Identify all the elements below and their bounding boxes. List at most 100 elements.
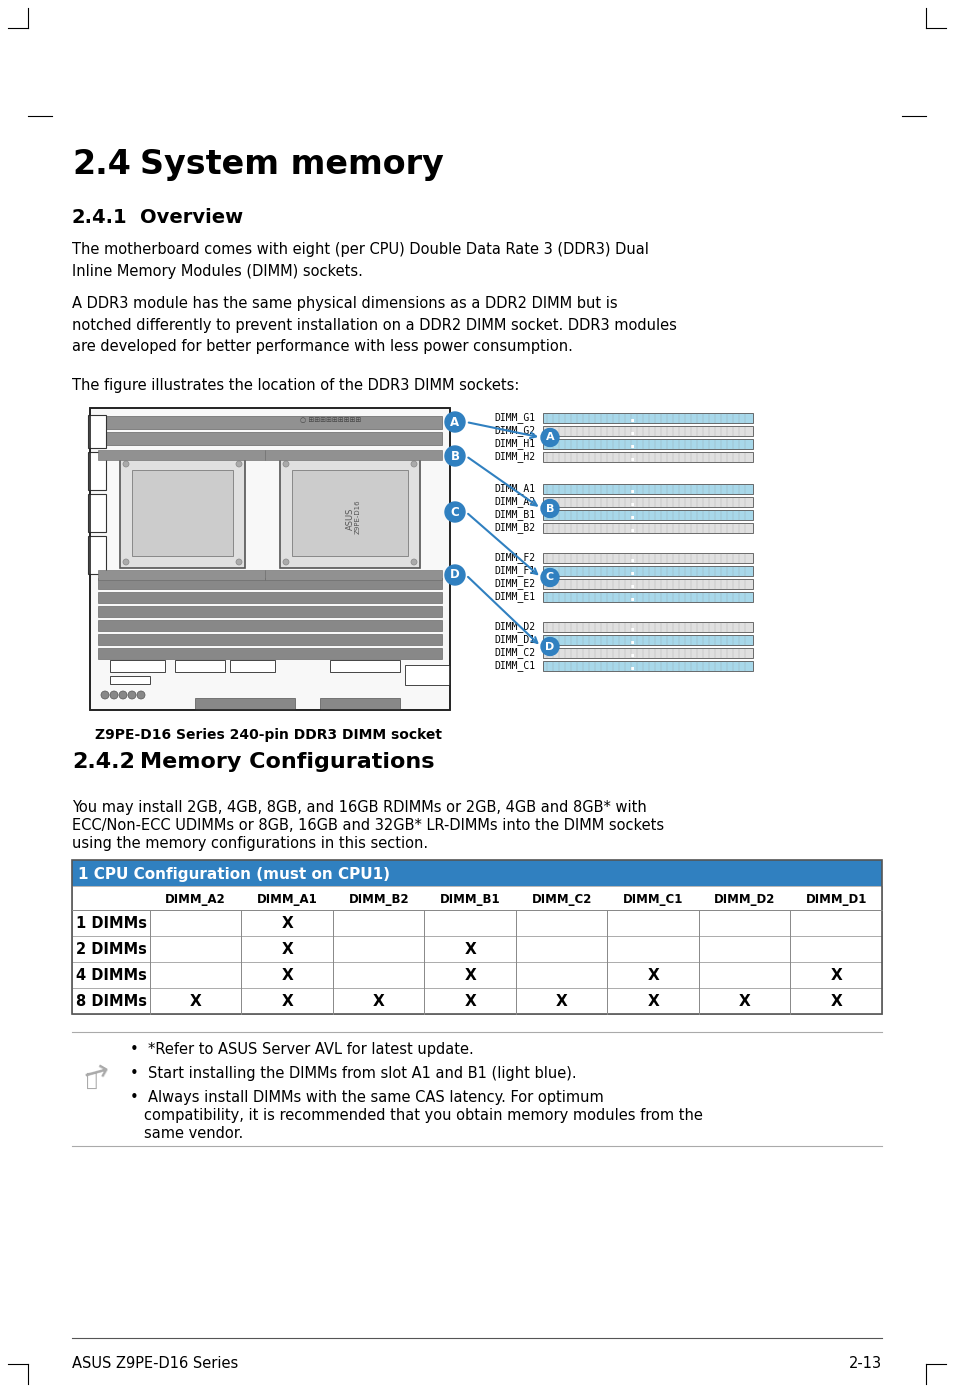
Text: DIMM_E1: DIMM_E1: [495, 592, 536, 603]
Circle shape: [119, 690, 127, 699]
Bar: [631, 585, 634, 587]
Text: DIMM_F2: DIMM_F2: [495, 553, 536, 564]
Text: X: X: [373, 994, 384, 1009]
Text: DIMM_E2: DIMM_E2: [495, 579, 536, 589]
Bar: [230, 660, 274, 672]
Text: 2.4.2: 2.4.2: [71, 752, 134, 773]
Bar: [631, 572, 634, 575]
Text: X: X: [281, 916, 293, 931]
Circle shape: [444, 503, 464, 522]
Bar: [319, 697, 399, 710]
Circle shape: [283, 560, 289, 565]
Text: X: X: [464, 969, 476, 984]
Bar: [98, 432, 441, 445]
Text: 1 CPU Configuration (must on CPU1): 1 CPU Configuration (must on CPU1): [78, 866, 390, 881]
Circle shape: [540, 638, 558, 656]
Circle shape: [411, 461, 416, 466]
Bar: [88, 452, 106, 490]
Bar: [631, 458, 634, 461]
Bar: [265, 450, 441, 459]
Text: DIMM_F1: DIMM_F1: [495, 565, 536, 576]
Bar: [542, 523, 752, 533]
Bar: [110, 660, 165, 672]
Text: DIMM_H2: DIMM_H2: [495, 451, 536, 462]
Text: DIMM_G2: DIMM_G2: [495, 426, 536, 437]
Bar: [71, 935, 882, 962]
Text: DIMM_A1: DIMM_A1: [495, 483, 536, 494]
Text: You may install 2GB, 4GB, 8GB, and 16GB RDIMMs or 2GB, 4GB and 8GB* with: You may install 2GB, 4GB, 8GB, and 16GB …: [71, 800, 646, 814]
Text: C: C: [545, 572, 554, 582]
Bar: [330, 660, 399, 672]
Circle shape: [444, 445, 464, 466]
Bar: [98, 416, 441, 429]
Bar: [280, 458, 419, 568]
Text: DIMM_A1: DIMM_A1: [256, 892, 317, 906]
Text: ↗: ↗: [76, 1057, 113, 1094]
Text: DIMM_A2: DIMM_A2: [165, 892, 226, 906]
Text: •  *Refer to ASUS Server AVL for latest update.: • *Refer to ASUS Server AVL for latest u…: [130, 1043, 474, 1057]
Text: Memory Configurations: Memory Configurations: [140, 752, 434, 773]
Text: DIMM_H1: DIMM_H1: [495, 438, 536, 450]
Text: A DDR3 module has the same physical dimensions as a DDR2 DIMM but is
notched dif: A DDR3 module has the same physical dime…: [71, 296, 677, 354]
Text: X: X: [464, 994, 476, 1009]
Bar: [98, 578, 441, 589]
Text: D: D: [545, 642, 554, 651]
Bar: [542, 438, 752, 450]
Circle shape: [540, 500, 558, 518]
Bar: [542, 413, 752, 423]
Text: X: X: [281, 994, 293, 1009]
Bar: [542, 484, 752, 494]
Text: DIMM_C1: DIMM_C1: [495, 661, 536, 671]
Text: B: B: [450, 450, 459, 462]
Bar: [631, 432, 634, 434]
Circle shape: [123, 461, 129, 466]
Bar: [542, 567, 752, 576]
Bar: [110, 677, 150, 683]
Text: Overview: Overview: [140, 207, 243, 227]
Circle shape: [444, 412, 464, 432]
Bar: [542, 509, 752, 521]
Text: DIMM_D2: DIMM_D2: [495, 622, 536, 632]
Bar: [631, 490, 634, 493]
Text: DIMM_D1: DIMM_D1: [804, 892, 866, 906]
Bar: [631, 640, 634, 644]
Bar: [71, 860, 882, 1013]
Text: X: X: [829, 994, 841, 1009]
Bar: [631, 654, 634, 657]
Bar: [542, 579, 752, 589]
Bar: [98, 592, 441, 603]
Text: X: X: [829, 969, 841, 984]
Circle shape: [235, 461, 242, 466]
Text: X: X: [647, 994, 659, 1009]
Circle shape: [283, 461, 289, 466]
Text: DIMM_G1: DIMM_G1: [495, 412, 536, 423]
Text: The figure illustrates the location of the DDR3 DIMM sockets:: The figure illustrates the location of t…: [71, 379, 518, 393]
Circle shape: [137, 690, 145, 699]
Text: compatibility, it is recommended that you obtain memory modules from the: compatibility, it is recommended that yo…: [144, 1108, 702, 1123]
Text: ○ ⊞⊞⊞⊞⊞⊞⊞⊞⊞: ○ ⊞⊞⊞⊞⊞⊞⊞⊞⊞: [299, 418, 361, 423]
Bar: [71, 988, 882, 1013]
Text: 2-13: 2-13: [848, 1356, 882, 1371]
Bar: [98, 606, 441, 617]
Text: X: X: [190, 994, 201, 1009]
Bar: [71, 860, 882, 885]
Bar: [542, 649, 752, 658]
Text: DIMM_B2: DIMM_B2: [348, 892, 409, 906]
Text: A: A: [545, 433, 554, 443]
Text: •  Always install DIMMs with the same CAS latency. For optimum: • Always install DIMMs with the same CAS…: [130, 1090, 603, 1105]
Text: The motherboard comes with eight (per CPU) Double Data Rate 3 (DDR3) Dual
Inline: The motherboard comes with eight (per CP…: [71, 242, 648, 278]
Text: using the memory configurations in this section.: using the memory configurations in this …: [71, 837, 428, 851]
Bar: [98, 633, 441, 644]
Bar: [542, 553, 752, 562]
Bar: [98, 569, 265, 580]
Circle shape: [101, 690, 109, 699]
Text: Z9PE-D16 Series 240-pin DDR3 DIMM socket: Z9PE-D16 Series 240-pin DDR3 DIMM socket: [95, 728, 441, 742]
Circle shape: [444, 565, 464, 585]
Bar: [631, 445, 634, 448]
Bar: [174, 660, 225, 672]
Text: DIMM_C2: DIMM_C2: [495, 647, 536, 658]
Bar: [90, 408, 450, 710]
Bar: [542, 592, 752, 601]
Text: Z9PE-D16: Z9PE-D16: [355, 500, 360, 535]
Bar: [631, 419, 634, 422]
